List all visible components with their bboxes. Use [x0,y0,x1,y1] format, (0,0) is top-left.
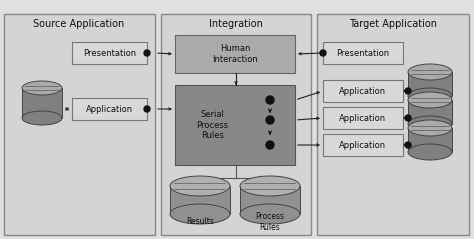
Circle shape [405,88,411,94]
Text: Presentation: Presentation [337,49,390,58]
Circle shape [266,116,274,124]
Ellipse shape [408,64,452,80]
Bar [175,35,295,73]
Bar [4,14,155,235]
Text: Application: Application [86,104,133,114]
Bar [323,42,403,64]
Text: Results: Results [186,217,214,227]
Text: Target Application: Target Application [349,19,437,29]
Ellipse shape [240,176,300,196]
Bar [323,107,403,129]
Bar [170,186,230,214]
Bar [323,80,403,102]
Bar [323,134,403,156]
Text: Application: Application [339,114,387,123]
Bar [72,42,147,64]
Ellipse shape [408,116,452,132]
Ellipse shape [408,120,452,136]
Text: Process
Rules: Process Rules [255,212,284,232]
Bar [317,14,469,235]
Text: Presentation: Presentation [83,49,136,58]
Text: Application: Application [339,141,387,150]
Bar [408,100,452,124]
Circle shape [405,115,411,121]
Bar [240,186,300,214]
Bar [72,98,147,120]
Circle shape [144,106,150,112]
Ellipse shape [408,92,452,108]
Text: Serial
Process
Rules: Serial Process Rules [196,110,228,140]
Bar [22,88,62,118]
Text: Application: Application [339,87,387,96]
Bar [161,14,311,235]
Ellipse shape [170,204,230,224]
Ellipse shape [22,111,62,125]
Circle shape [266,96,274,104]
Ellipse shape [240,204,300,224]
Circle shape [266,141,274,149]
Circle shape [405,142,411,148]
Circle shape [144,50,150,56]
Circle shape [320,50,326,56]
Ellipse shape [22,81,62,95]
Ellipse shape [170,176,230,196]
Bar [408,128,452,152]
Text: Source Application: Source Application [33,19,125,29]
Ellipse shape [408,88,452,104]
Text: Integration: Integration [209,19,263,29]
Ellipse shape [408,144,452,160]
Text: Human
Interaction: Human Interaction [212,44,258,64]
Bar [175,85,295,165]
Bar [408,72,452,96]
